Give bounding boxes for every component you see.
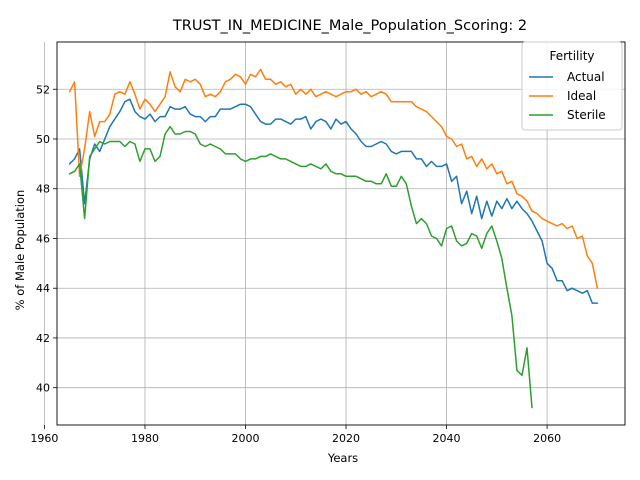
legend: Fertility Actual Ideal Sterile xyxy=(521,41,623,131)
x-tick-label: 1980 xyxy=(131,432,159,445)
y-axis-label: % of Male Population xyxy=(13,190,27,311)
y-tick-label: 42 xyxy=(36,332,50,345)
x-tick-label: 2040 xyxy=(433,432,461,445)
chart-title: TRUST_IN_MEDICINE_Male_Population_Scorin… xyxy=(172,18,527,34)
grid-lines xyxy=(44,42,625,425)
y-tick-label: 46 xyxy=(36,232,50,245)
legend-items: Actual Ideal Sterile xyxy=(529,70,606,122)
legend-title: Fertility xyxy=(549,49,594,63)
legend-label-actual: Actual xyxy=(567,70,605,84)
series-line-actual xyxy=(68,98,599,304)
y-tick-label: 52 xyxy=(36,83,50,96)
x-tick-label: 2020 xyxy=(332,432,360,445)
y-tick-label: 48 xyxy=(36,183,50,196)
series-lines xyxy=(68,68,599,409)
y-tick-label: 44 xyxy=(36,282,50,295)
x-tick-label: 2000 xyxy=(231,432,259,445)
series-line-ideal xyxy=(68,68,599,289)
y-tick-label: 50 xyxy=(36,133,50,146)
x-tick-label: 2060 xyxy=(533,432,561,445)
legend-label-sterile: Sterile xyxy=(567,108,606,122)
plot-frame xyxy=(56,41,626,426)
series-line-sterile xyxy=(68,125,533,409)
legend-box xyxy=(521,41,623,131)
y-tick-label: 40 xyxy=(36,382,50,395)
legend-label-ideal: Ideal xyxy=(567,89,596,103)
x-axis-label: Years xyxy=(327,451,358,465)
axis-ticks: 1960 1980 2000 2020 2040 2060 40 42 44 46 48 50 52 xyxy=(30,83,561,445)
x-tick-label: 1960 xyxy=(30,432,58,445)
